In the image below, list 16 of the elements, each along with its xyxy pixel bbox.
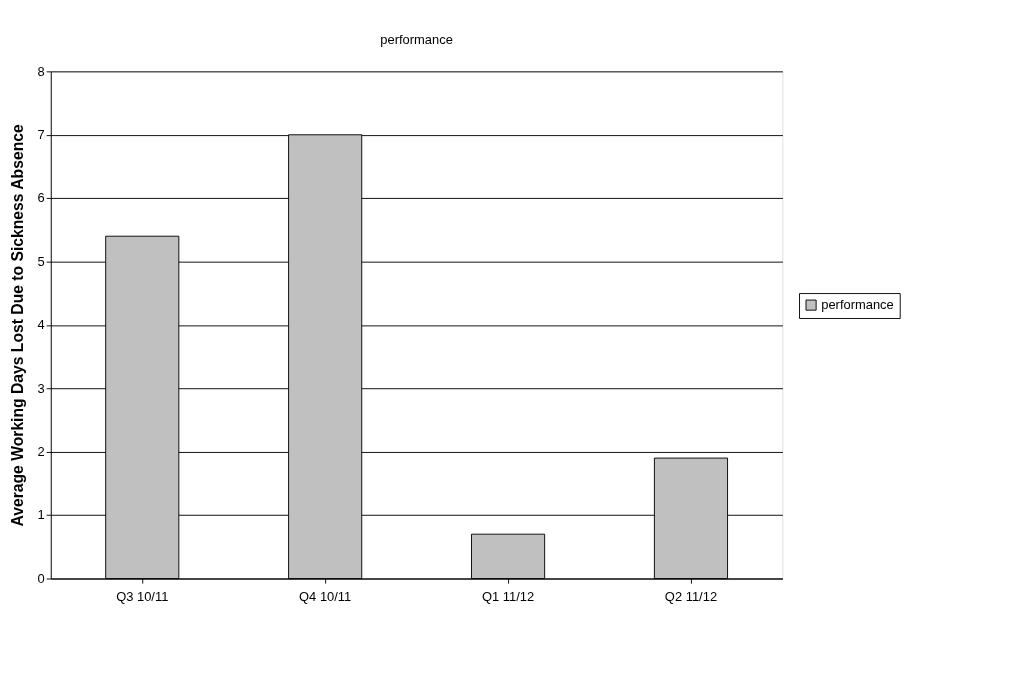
y-tick-label: 0: [37, 570, 45, 586]
y-tick-label: 6: [37, 190, 45, 206]
x-tick-label: Q4 10/11: [299, 589, 352, 605]
y-tick-label: 8: [37, 63, 45, 79]
x-tick-label: Q1 11/12: [481, 589, 535, 605]
y-axis-title: Average Working Days Lost Due to Sickness Absence: [8, 124, 26, 527]
y-tick-label: 7: [37, 126, 45, 142]
x-tick-label: Q3 10/11: [116, 589, 169, 605]
y-tick-label: 5: [37, 253, 45, 269]
y-tick-label: 4: [37, 317, 45, 333]
legend-label: performance: [821, 296, 894, 312]
y-tick-label: 3: [37, 380, 45, 396]
chart-title: performance: [380, 31, 453, 47]
x-tick-label: Q2 11/12: [664, 589, 718, 605]
y-tick-label: 2: [37, 443, 45, 459]
y-tick-label: 1: [37, 507, 45, 523]
